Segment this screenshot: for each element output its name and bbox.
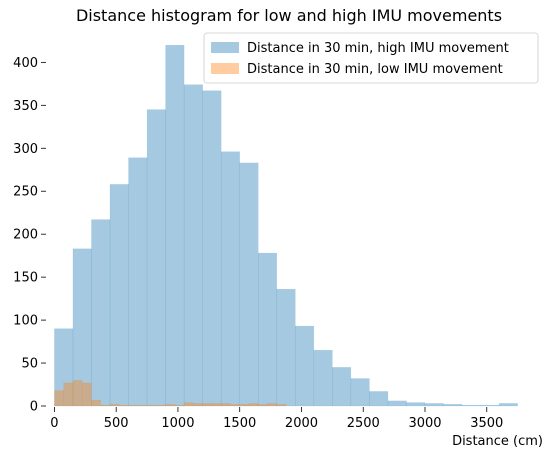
- low-imu-bar-16: [202, 403, 213, 407]
- high-imu-bar-18: [387, 400, 407, 407]
- y-tick-label-5: 250: [13, 185, 38, 200]
- x-tick-label-1: 500: [104, 416, 129, 431]
- low-imu-bar-11: [156, 404, 166, 407]
- y-tick-label-1: 50: [21, 357, 38, 372]
- high-imu-bar-4: [128, 157, 148, 407]
- high-imu-bar-17: [369, 391, 389, 407]
- bars-layer: [54, 44, 518, 407]
- y-tick-label-6: 300: [13, 142, 38, 157]
- low-imu-bar-17: [211, 403, 222, 407]
- x-tick-label-2: 1000: [161, 416, 194, 431]
- low-imu-bar-5: [100, 404, 111, 407]
- legend-swatch-0: [211, 42, 239, 53]
- low-imu-bar-15: [193, 403, 203, 407]
- high-imu-bar-0: [54, 328, 74, 407]
- low-imu-bar-9: [137, 404, 148, 407]
- legend-label-0: Distance in 30 min, high IMU movement: [247, 41, 509, 56]
- high-imu-bar-10: [239, 162, 259, 407]
- low-imu-bar-18: [220, 403, 231, 407]
- x-tick-label-7: 3500: [470, 416, 503, 431]
- high-imu-bar-11: [257, 252, 278, 407]
- y-tick-label-4: 200: [13, 228, 38, 243]
- legend-label-1: Distance in 30 min, low IMU movement: [247, 62, 503, 77]
- high-imu-bar-8: [202, 90, 222, 407]
- x-axis-label: Distance (cm): [452, 434, 543, 449]
- low-imu-bar-6: [109, 404, 120, 407]
- low-imu-bar-12: [165, 404, 176, 407]
- high-imu-bar-15: [332, 367, 352, 407]
- high-imu-bar-16: [350, 378, 370, 407]
- low-imu-bar-7: [119, 404, 129, 407]
- high-imu-bar-14: [313, 349, 333, 407]
- low-imu-bar-8: [128, 404, 139, 407]
- y-tick-label-2: 100: [13, 314, 38, 329]
- axes-layer: 0 500 1000 1500 2000 2500 3000 3500 0 50 100 150 200…: [13, 56, 503, 431]
- high-imu-bar-23: [480, 404, 500, 407]
- x-tick-label-4: 2000: [285, 416, 318, 431]
- high-imu-bar-3: [109, 184, 129, 407]
- low-imu-bar-0: [54, 390, 64, 407]
- low-imu-bar-10: [146, 404, 157, 407]
- x-tick-label-5: 2500: [347, 416, 380, 431]
- y-tick-label-3: 150: [13, 271, 38, 286]
- legend-swatch-1: [211, 63, 239, 74]
- low-imu-bar-14: [183, 402, 194, 407]
- high-imu-bar-1: [72, 248, 92, 407]
- x-tick-label-6: 3000: [408, 416, 441, 431]
- high-imu-bar-7: [183, 84, 203, 407]
- high-imu-bar-9: [220, 151, 240, 407]
- high-imu-bar-2: [91, 219, 111, 407]
- high-imu-bar-21: [443, 404, 463, 407]
- y-tick-label-8: 400: [13, 56, 38, 71]
- chart-title: Distance histogram for low and high IMU …: [76, 6, 502, 25]
- x-tick-label-3: 1500: [223, 416, 256, 431]
- high-imu-bar-20: [424, 403, 444, 407]
- low-imu-bar-19: [230, 404, 240, 407]
- low-imu-bar-21: [248, 403, 259, 407]
- high-imu-bar-24: [498, 403, 518, 407]
- low-imu-bar-2: [72, 379, 83, 407]
- legend: Distance in 30 min, high IMU movement Dis…: [203, 32, 539, 84]
- y-tick-label-0: 0: [30, 400, 38, 415]
- low-imu-bar-3: [81, 382, 92, 407]
- high-imu-bar-6: [165, 44, 185, 407]
- low-imu-bar-4: [91, 399, 101, 407]
- high-imu-bar-22: [461, 404, 481, 407]
- low-imu-bar-1: [63, 382, 74, 407]
- low-imu-bar-20: [239, 404, 250, 407]
- low-imu-bar-23: [267, 403, 278, 407]
- x-tick-label-0: 0: [50, 416, 58, 431]
- high-imu-bar-19: [406, 402, 426, 407]
- high-imu-bar-5: [146, 109, 166, 407]
- low-imu-bar-13: [174, 404, 185, 407]
- high-imu-bar-12: [276, 288, 296, 407]
- low-imu-bar-24: [276, 404, 287, 407]
- high-imu-bar-13: [295, 325, 315, 407]
- legend-box: [203, 32, 539, 84]
- low-imu-bar-22: [257, 404, 268, 407]
- y-tick-label-7: 350: [13, 99, 38, 114]
